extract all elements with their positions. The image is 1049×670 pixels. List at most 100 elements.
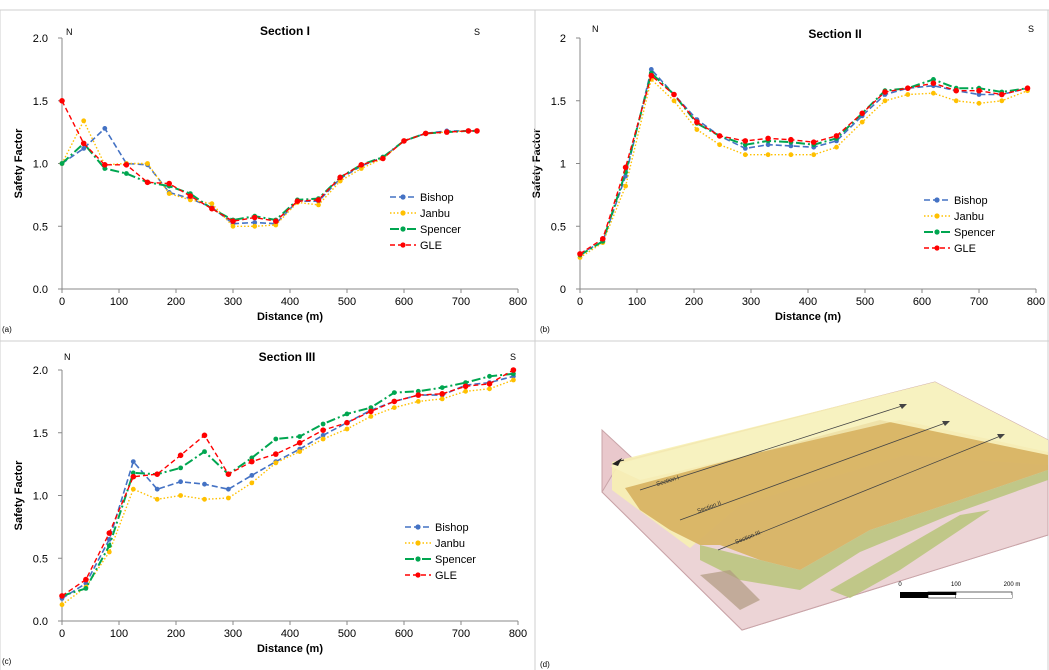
y-tick-label: 2.0 <box>33 365 48 377</box>
y-axis-label: Safety Factor <box>13 460 25 530</box>
data-point-gle <box>368 408 374 415</box>
data-point-janbu <box>811 152 817 158</box>
layer-green-lower <box>830 510 990 598</box>
data-point-gle <box>422 130 429 137</box>
x-tick-label: 0 <box>59 296 65 308</box>
panel-letter: (a) <box>2 325 12 334</box>
legend-label: GLE <box>435 570 457 582</box>
data-point-gle <box>510 367 517 373</box>
data-point-spencer <box>202 449 207 454</box>
data-point-gle <box>187 193 194 199</box>
chart-section-3: 0 100 200 300 400 500 600 700 800 0.0 0.5 1.0 1.5 2.0… <box>2 350 527 666</box>
north-label: N <box>64 352 71 362</box>
data-point-gle <box>930 80 937 86</box>
data-point-gle <box>59 98 65 104</box>
x-tick-label: 700 <box>970 296 988 308</box>
y-tick-label: 0 <box>560 284 566 296</box>
x-tick-label: 400 <box>281 628 299 640</box>
data-point-gle <box>694 119 700 125</box>
data-point-spencer <box>124 171 129 176</box>
x-axis-label: Distance (m) <box>257 311 323 323</box>
x-tick-label: 200 <box>167 296 185 308</box>
series-line-spencer <box>61 372 514 597</box>
legend-swatch-marker <box>415 540 421 546</box>
x-tick-label: 300 <box>742 296 760 308</box>
data-point-janbu <box>337 178 343 184</box>
legend-swatch-marker <box>400 242 406 248</box>
data-point-janbu <box>226 495 231 501</box>
data-point-janbu <box>882 98 888 104</box>
y-tick-label: 0.0 <box>33 616 48 628</box>
data-point-bishop <box>623 173 628 179</box>
scale-bar-seg-5 <box>956 595 1012 598</box>
data-point-janbu <box>273 222 279 228</box>
section-line-1 <box>639 404 906 491</box>
data-point-janbu <box>742 152 748 158</box>
data-point-gle <box>59 593 65 599</box>
scale-label-100: 100 <box>951 582 962 588</box>
data-point-janbu <box>368 414 374 419</box>
y-tick-label: 0.5 <box>33 221 48 233</box>
legend: Bishop Janbu Spencer GLE <box>924 195 995 255</box>
data-point-janbu <box>209 201 215 207</box>
data-point-janbu <box>81 118 87 124</box>
data-point-janbu <box>953 98 959 104</box>
data-point-janbu <box>999 98 1005 104</box>
data-point-gle <box>294 198 301 204</box>
data-point-gle <box>273 218 279 224</box>
legend-swatch-marker <box>934 213 940 219</box>
data-point-gle <box>1024 85 1031 91</box>
data-point-spencer <box>130 470 136 476</box>
y-tick-label: 1.0 <box>33 491 48 503</box>
y-tick-label: 0.5 <box>551 221 566 233</box>
legend-label: Bishop <box>420 192 454 204</box>
panel-letter: (c) <box>2 657 12 666</box>
x-tick-label: 600 <box>913 296 931 308</box>
data-point-gle <box>391 398 398 405</box>
x-tick-label: 100 <box>628 296 646 308</box>
y-tick-label: 2.0 <box>33 33 48 45</box>
x-tick-label: 800 <box>509 628 527 640</box>
data-point-gle <box>465 128 472 134</box>
data-point-bishop <box>226 486 231 492</box>
data-point-spencer <box>391 390 397 395</box>
data-point-bishop <box>742 146 748 151</box>
legend-label: Janbu <box>954 211 984 223</box>
legend-label: Spencer <box>435 554 476 566</box>
data-point-gle <box>102 162 108 168</box>
data-point-spencer <box>59 161 65 166</box>
y-tick-label: 0.5 <box>33 553 48 565</box>
data-point-gle <box>716 133 723 139</box>
data-point-gle <box>905 85 911 91</box>
south-label: S <box>510 352 516 362</box>
data-point-janbu <box>976 100 982 106</box>
legend-swatch-marker <box>415 524 421 530</box>
series-gle <box>577 72 1031 257</box>
data-point-gle <box>166 180 172 187</box>
data-point-spencer <box>83 586 89 591</box>
series-line-bishop <box>61 375 514 600</box>
data-point-janbu <box>166 191 172 197</box>
data-point-janbu <box>316 202 321 208</box>
legend-swatch-marker <box>400 226 406 232</box>
data-point-janbu <box>59 602 65 608</box>
x-tick-label: 400 <box>799 296 817 308</box>
x-tick-label: 0 <box>577 296 583 308</box>
data-point-gle <box>622 164 629 171</box>
layer-green-strip <box>700 470 1048 590</box>
series-line-gle <box>579 74 1028 255</box>
chart-section-2: 0 100 200 300 400 500 600 700 800 0 0.5 1 1.5 2 Distan… <box>531 24 1045 334</box>
section-line-1-arrow <box>899 404 907 409</box>
x-tick-label: 800 <box>1027 296 1045 308</box>
x-tick-label: 300 <box>224 628 242 640</box>
data-point-janbu <box>463 388 468 394</box>
y-tick-label: 1 <box>560 159 566 171</box>
series-line-spencer <box>579 71 1028 256</box>
data-point-janbu <box>320 436 326 442</box>
chart-title: Section I <box>260 24 310 38</box>
data-point-bishop <box>130 459 136 464</box>
data-point-spencer <box>511 371 516 377</box>
data-point-spencer <box>273 436 279 442</box>
data-point-spencer <box>320 421 326 427</box>
data-point-gle <box>462 383 469 390</box>
